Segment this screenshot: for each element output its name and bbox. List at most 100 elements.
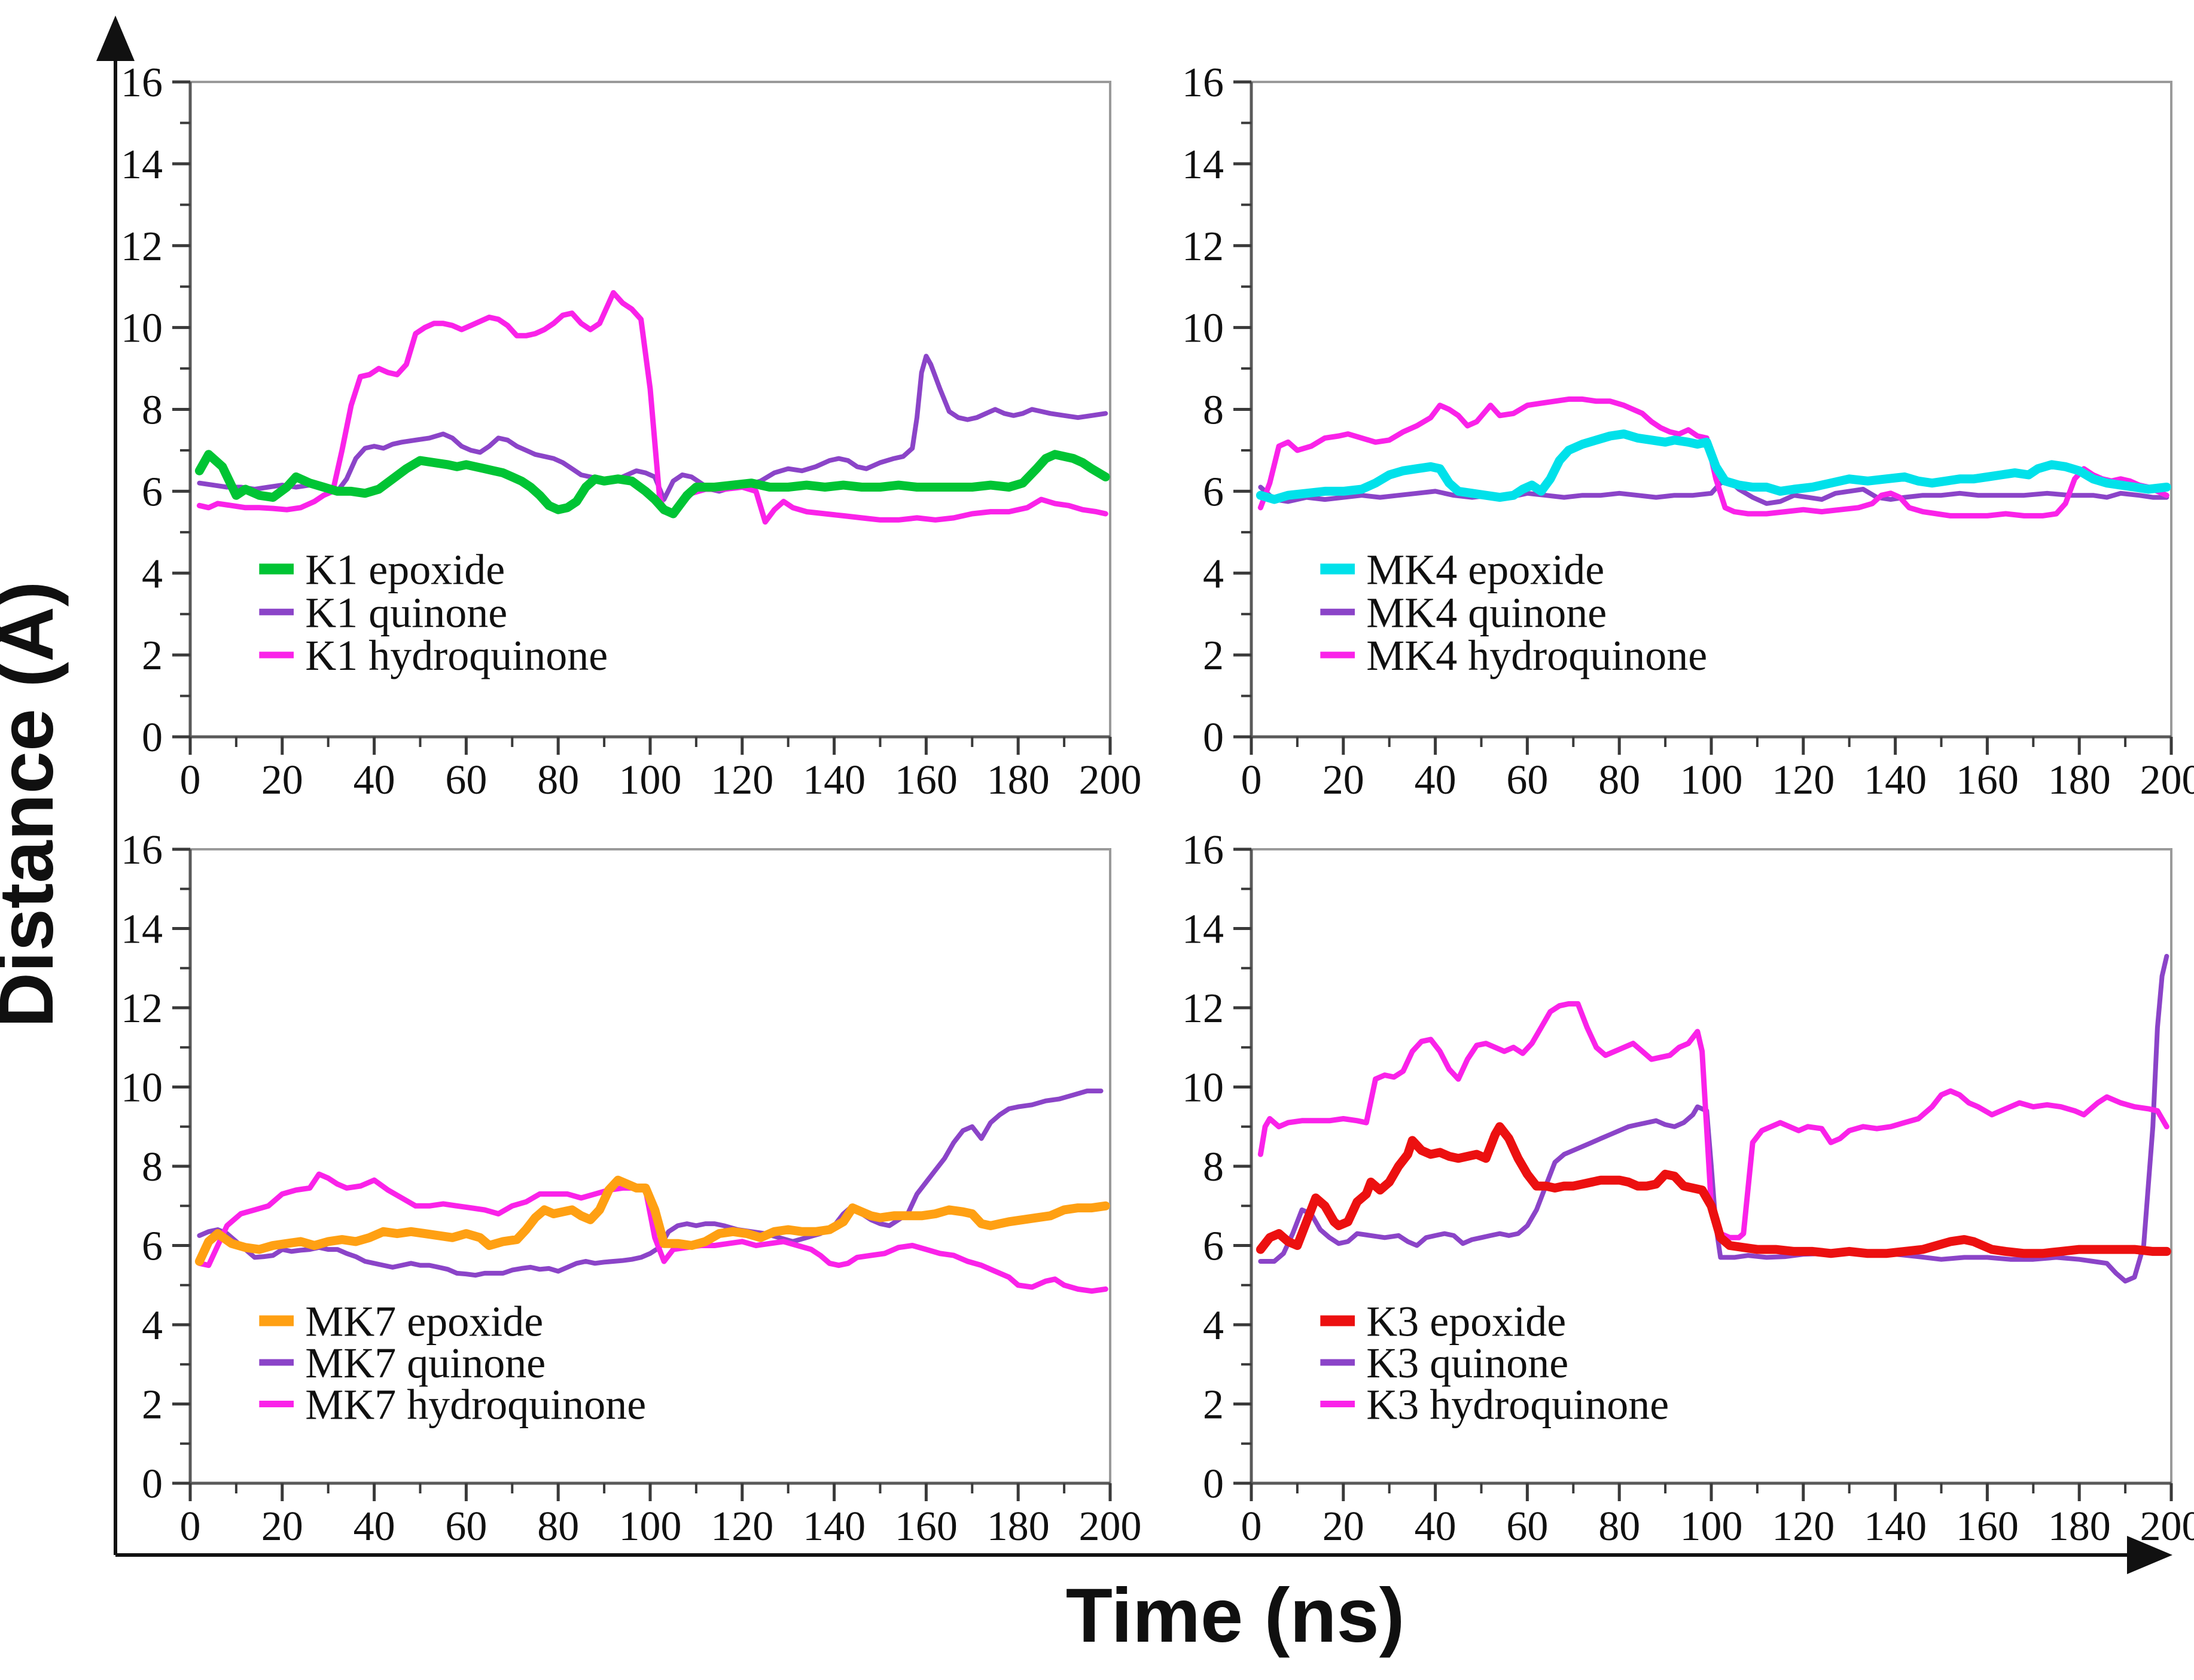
x-tick-label: 180 [987,757,1050,803]
legend-label: K1 epoxide [305,545,505,593]
x-tick-label: 80 [1598,757,1640,803]
x-tick-label: 140 [1864,1504,1927,1550]
x-axis-arrow [115,1536,2172,1574]
x-tick-label: 100 [1680,757,1743,803]
y-tick-label: 0 [1203,1461,1224,1507]
y-tick-label: 2 [142,633,163,679]
x-tick-label: 100 [619,757,682,803]
y-tick-label: 14 [121,142,163,188]
y-tick-label: 10 [121,1065,163,1111]
x-tick-label: 140 [1864,757,1927,803]
legend-label: MK4 quinone [1366,589,1607,636]
legend-label: MK4 epoxide [1366,545,1604,593]
x-tick-label: 40 [1415,1504,1456,1550]
series-line-k3-quinone [1258,953,2169,1284]
y-tick-label: 0 [142,715,163,761]
x-tick-label: 40 [354,1504,395,1550]
y-tick-label: 8 [1203,1144,1224,1190]
x-tick-label: 160 [895,1504,958,1550]
y-tick-label: 14 [1182,142,1224,188]
y-tick-label: 0 [142,1461,163,1507]
x-tick-label: 120 [1772,1504,1835,1550]
legend-label: K1 quinone [305,589,507,636]
legend-label: K3 epoxide [1366,1297,1566,1345]
series-line-k3-hydroquinone [1257,1001,2169,1240]
series-line-mk4-quinone [1258,478,2169,506]
y-tick-label: 10 [1182,1065,1224,1111]
y-tick-label: 4 [142,551,163,597]
x-tick-label: 200 [2140,1504,2194,1550]
x-tick-label: 160 [895,757,958,803]
y-tick-label: 16 [121,60,163,106]
x-tick-label: 140 [803,1504,866,1550]
x-tick-label: 60 [445,757,487,803]
x-tick-label: 40 [1415,757,1456,803]
y-tick-label: 8 [1203,388,1224,434]
x-tick-label: 200 [2140,757,2194,803]
y-tick-label: 6 [1203,1224,1224,1270]
x-axis-title: Time (ns) [1066,1573,1405,1658]
y-tick-label: 10 [1182,306,1224,352]
x-tick-label: 120 [711,1504,773,1550]
y-tick-label: 8 [142,388,163,434]
y-tick-label: 16 [1182,827,1224,873]
legend-label: MK4 hydroquinone [1366,632,1707,679]
x-tick-label: 60 [445,1504,487,1550]
y-tick-label: 12 [121,224,163,270]
legend-label: K3 quinone [1366,1339,1568,1387]
y-tick-label: 2 [1203,633,1224,679]
legend-label: K1 hydroquinone [305,632,608,679]
y-tick-label: 6 [142,469,163,515]
x-tick-label: 140 [803,757,866,803]
series-line-mk7-quinone [197,1089,1104,1278]
x-tick-label: 200 [1079,757,1142,803]
y-tick-label: 4 [142,1303,163,1349]
x-tick-label: 100 [619,1504,682,1550]
x-tick-label: 20 [1323,757,1364,803]
x-tick-label: 80 [537,757,579,803]
y-tick-label: 14 [1182,907,1224,953]
x-tick-label: 0 [1241,757,1262,803]
x-tick-label: 60 [1506,1504,1548,1550]
series-line-mk7-hydroquinone [196,1171,1108,1294]
y-tick-label: 0 [1203,715,1224,761]
y-tick-label: 12 [121,986,163,1032]
y-axis-title: Distance (Å) [0,581,69,1028]
x-tick-label: 180 [2048,1504,2111,1550]
series-line-mk7-epoxide [194,1175,1110,1266]
y-tick-label: 14 [121,907,163,953]
legend-label: MK7 epoxide [305,1297,543,1345]
y-tick-label: 10 [121,306,163,352]
y-axis-arrow [96,16,135,1555]
y-tick-label: 4 [1203,1303,1224,1349]
x-tick-label: 0 [1241,1504,1262,1550]
x-tick-label: 120 [1772,757,1835,803]
x-tick-label: 40 [354,757,395,803]
x-tick-label: 120 [711,757,773,803]
y-tick-label: 12 [1182,224,1224,270]
y-tick-label: 16 [1182,60,1224,106]
y-tick-label: 2 [142,1382,163,1428]
legend-label: MK7 quinone [305,1339,546,1387]
x-tick-label: 60 [1506,757,1548,803]
series-line-k1-epoxide [194,450,1110,519]
x-tick-label: 0 [180,757,201,803]
y-tick-label: 4 [1203,551,1224,597]
x-tick-label: 20 [261,1504,303,1550]
x-tick-label: 200 [1079,1504,1142,1550]
legend-label: K3 hydroquinone [1366,1381,1669,1429]
legend-label: MK7 hydroquinone [305,1381,646,1429]
x-tick-label: 20 [261,757,303,803]
x-tick-label: 80 [537,1504,579,1550]
x-tick-label: 180 [987,1504,1050,1550]
series-line-k1-hydroquinone [196,290,1108,525]
y-tick-label: 12 [1182,986,1224,1032]
x-tick-label: 0 [180,1504,201,1550]
y-tick-label: 6 [142,1224,163,1270]
